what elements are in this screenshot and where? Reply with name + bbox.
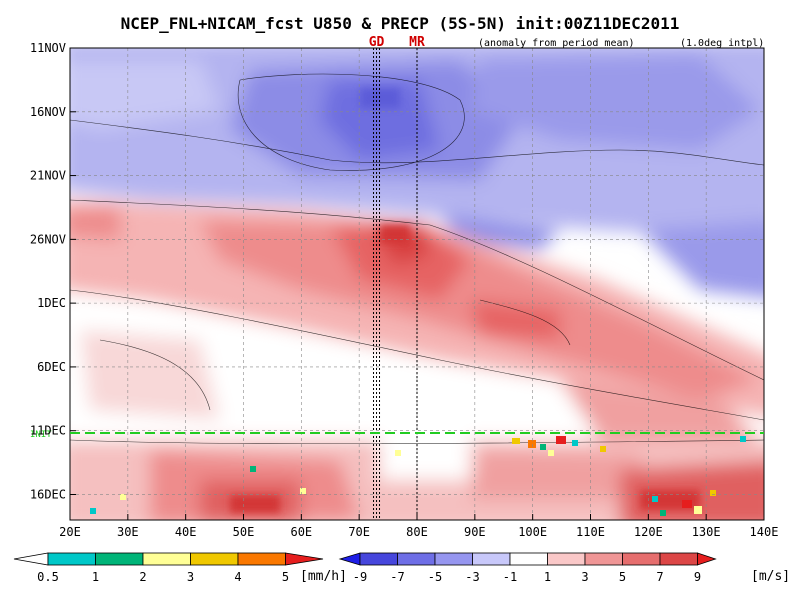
x-tick-label: 70E	[348, 525, 370, 539]
precip-legend-unit: [mm/h]	[300, 569, 347, 584]
x-tick-label: 40E	[175, 525, 197, 539]
wind-legend-tick: -5	[428, 570, 442, 584]
x-tick-label: 130E	[692, 525, 721, 539]
wind-legend-swatch	[434, 552, 473, 566]
x-tick-label: 80E	[406, 525, 428, 539]
precip-legend-swatch	[95, 552, 144, 566]
y-tick-label: 11DEC	[30, 424, 66, 438]
x-tick-label: 140E	[750, 525, 779, 539]
y-tick-label: 6DEC	[37, 360, 66, 374]
precip-legend-arrow-high	[285, 552, 324, 566]
precip-legend-tick: 1	[92, 570, 99, 584]
wind-legend-swatch	[397, 552, 436, 566]
location-markers: GD MR	[369, 35, 425, 520]
wind-legend-tick: 1	[544, 570, 551, 584]
precip-legend-swatch	[190, 552, 239, 566]
marker-label: MR	[409, 35, 425, 50]
wind-legend-unit: [m/s]	[751, 569, 790, 584]
y-tick-label: 21NOV	[30, 169, 66, 183]
marker-label: GD	[369, 35, 385, 50]
wind-legend-swatch	[547, 552, 586, 566]
y-tick-label: 16NOV	[30, 105, 66, 119]
wind-legend-swatch	[622, 552, 661, 566]
x-tick-label: 100E	[518, 525, 547, 539]
y-tick-label: 16DEC	[30, 487, 66, 501]
precip-legend-tick: 5	[282, 570, 289, 584]
wind-legend-tick: -3	[465, 570, 479, 584]
chart-subtitle-left: (anomaly from period mean)	[478, 38, 635, 49]
wind-legend-arrow-low	[338, 552, 361, 566]
wind-legend-swatch	[472, 552, 511, 566]
precip-legend-swatch	[47, 552, 96, 566]
precip-legend-swatch	[237, 552, 286, 566]
forecast-init-label: INIT	[30, 430, 52, 440]
precip-legend-swatch	[142, 552, 191, 566]
wind-legend-tick: 9	[694, 570, 701, 584]
wind-legend-tick: -1	[503, 570, 517, 584]
wind-legend-arrow-high	[697, 552, 717, 566]
y-tick-label: 1DEC	[37, 296, 66, 310]
wind-legend-tick: -9	[353, 570, 367, 584]
chart-title: NCEP_FNL+NICAM_fcst U850 & PRECP (5S-5N)…	[121, 14, 680, 33]
precip-legend-tick: 4	[234, 570, 241, 584]
x-tick-label: 110E	[576, 525, 605, 539]
x-tick-label: 90E	[464, 525, 486, 539]
x-tick-label: 30E	[117, 525, 139, 539]
y-axis: 11NOV16NOV21NOV26NOV1DEC6DEC11DEC16DEC11…	[30, 41, 76, 501]
precip-legend-arrow-low	[13, 552, 49, 566]
x-axis: 20E 30E 40E 50E 60E 70E 80E 90E 100E 110E 120E 130E…	[59, 514, 778, 539]
precip-legend: 0.5 1 2 3 4 5	[13, 552, 324, 584]
wind-legend-swatch	[659, 552, 698, 566]
wind-legend-tick: 5	[619, 570, 626, 584]
wind-legend-tick: -7	[390, 570, 404, 584]
precip-spots	[90, 436, 746, 516]
precip-legend-tick: 2	[139, 570, 146, 584]
wind-legend-swatch	[359, 552, 398, 566]
wind-legend-tick: 7	[656, 570, 663, 584]
chart-subtitle-right: (1.0deg intpl)	[680, 38, 764, 49]
wind-legend: -9 -7 -5 -3 -1 1 3 5 7 9	[338, 552, 717, 584]
y-tick-label: 11NOV	[30, 41, 66, 55]
wind-legend-tick: 3	[581, 570, 588, 584]
precip-legend-tick: 3	[187, 570, 194, 584]
x-tick-label: 120E	[634, 525, 663, 539]
x-tick-label: 20E	[59, 525, 81, 539]
wind-legend-swatch	[509, 552, 548, 566]
precip-legend-tick: 0.5	[37, 570, 59, 584]
wind-legend-swatch	[584, 552, 623, 566]
wind-anomaly-field	[70, 48, 764, 520]
y-tick-label: 26NOV	[30, 232, 66, 246]
x-tick-label: 60E	[290, 525, 312, 539]
x-tick-label: 50E	[233, 525, 255, 539]
